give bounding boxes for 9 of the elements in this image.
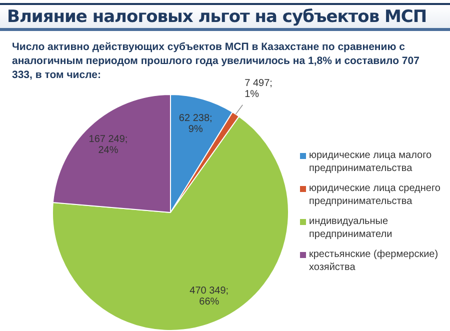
legend-label: крестьянские (фермерские) хозяйства (309, 249, 440, 274)
legend-label: индивидуальные предприниматели (309, 216, 394, 241)
data-label: 7 497; 1% (244, 78, 272, 100)
data-label: 470 349; 66% (190, 285, 229, 308)
data-label: 62 238; 9% (178, 113, 212, 136)
legend-label: юридические лица среднего предпринимательства (309, 183, 442, 208)
chart-title: Влияние налоговых льгот на субъектов МСП (0, 3, 450, 31)
legend-label: юридические лица малого предпринимательства (309, 150, 433, 175)
data-label: 167 249; 24% (88, 134, 128, 156)
